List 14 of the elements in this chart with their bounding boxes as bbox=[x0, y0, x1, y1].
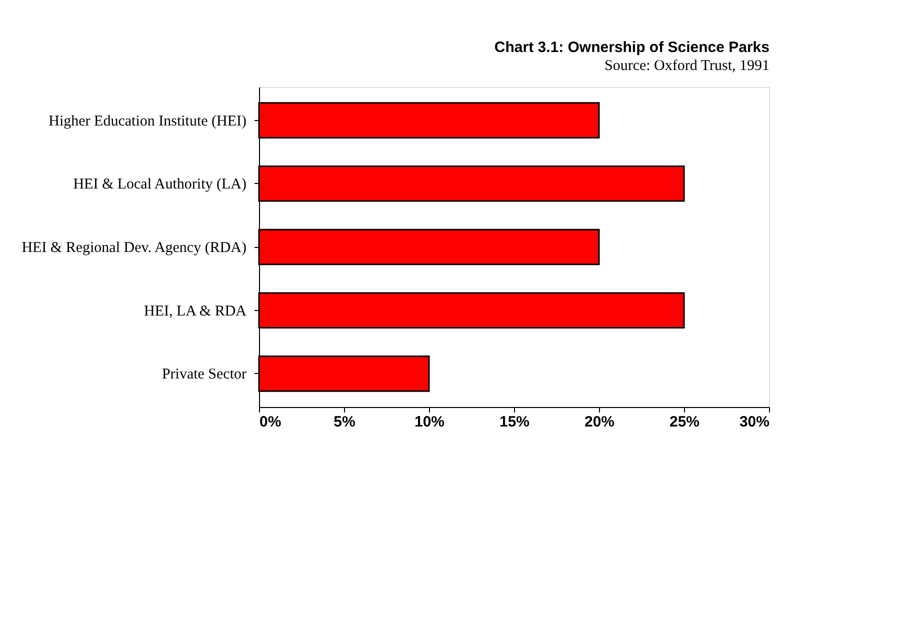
chart-title: Chart 3.1: Ownership of Science Parks bbox=[494, 39, 770, 56]
y-tick-label: HEI & Local Authority (LA) bbox=[73, 176, 246, 193]
y-tick-label: HEI & Regional Dev. Agency (RDA) bbox=[22, 240, 246, 256]
y-tick-label: Private Sector bbox=[162, 366, 246, 383]
x-tick-label: 15% bbox=[499, 414, 530, 430]
x-tick-label: 30% bbox=[739, 414, 770, 430]
y-tick-label: HEI, LA & RDA bbox=[144, 303, 247, 320]
x-tick-label: 10% bbox=[414, 414, 445, 430]
source-note: Source: Oxford Trust, 1991 bbox=[604, 58, 770, 74]
x-tick-label: 0% bbox=[260, 414, 282, 430]
x-tick-label: 25% bbox=[669, 414, 700, 430]
x-tick-label: 20% bbox=[584, 414, 615, 430]
x-tick-label: 5% bbox=[334, 414, 356, 430]
y-tick-label: Higher Education Institute (HEI) bbox=[48, 113, 246, 130]
